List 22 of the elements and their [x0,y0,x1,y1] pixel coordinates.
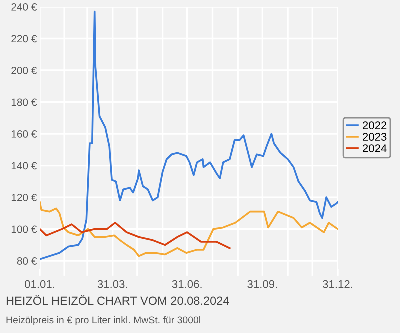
x-tick-label: 31.03. [98,280,128,288]
y-tick-label: 200 € [12,67,38,74]
x-tick-label: 01.01. [24,280,54,288]
line-series [40,222,231,250]
y-tick-label: 80 € [17,258,38,265]
x-tick-label: 31.09. [248,280,278,288]
line-series [40,201,338,258]
y-tick-label: 160 € [12,130,38,138]
legend-label: 2022 [363,122,387,130]
text: Heizölpreis in € pro Liter inkl. MwSt. für 3000l [6,316,200,326]
y-tick-label: 220 € [12,35,38,43]
y-tick-label: 140 € [12,162,38,170]
y-tick-label: 100 € [12,226,38,234]
x-tick-label: 31.12. [322,280,352,288]
line-series [40,10,338,260]
y-tick-label: 180 € [12,98,38,106]
x-tick-label: 31.06. [172,280,202,288]
legend-label: 2023 [363,133,387,141]
legend-label: 2024 [363,144,387,152]
text: HEIZÖL HEIZÖL CHART VOM 20.08.2024 [6,295,230,306]
y-tick-label: 120 € [12,194,38,202]
y-tick-label: 240 € [12,4,38,11]
